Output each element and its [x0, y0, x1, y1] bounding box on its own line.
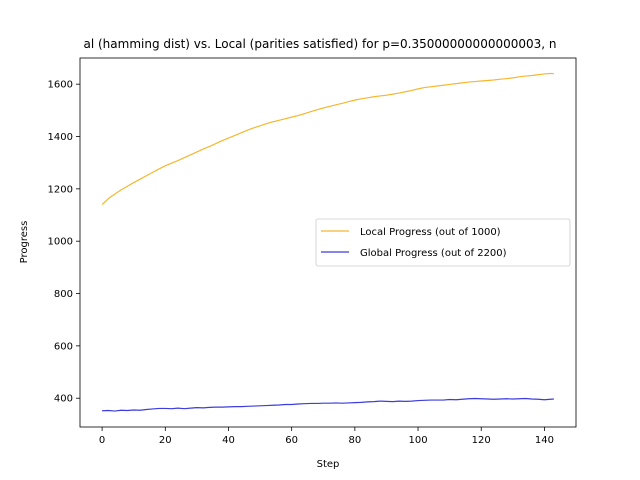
- x-tick-label: 140: [535, 435, 554, 446]
- y-tick-label: 600: [54, 341, 73, 352]
- x-tick-label: 120: [472, 435, 491, 446]
- x-tick-label: 20: [159, 435, 172, 446]
- y-tick-label: 1000: [48, 237, 73, 248]
- x-tick-label: 80: [348, 435, 361, 446]
- y-tick-label: 1200: [48, 184, 73, 195]
- series-line-global: [102, 397, 554, 412]
- y-axis-label: Progress: [19, 221, 30, 264]
- x-axis-label: Step: [317, 459, 340, 470]
- legend: Local Progress (out of 1000) Global Prog…: [315, 218, 571, 267]
- chart-title: al (hamming dist) vs. Local (parities sa…: [83, 37, 556, 51]
- x-tick-label: 100: [408, 435, 427, 446]
- legend-label-local: Local Progress (out of 1000): [360, 227, 501, 238]
- x-tick-label: 40: [222, 435, 235, 446]
- x-axis: 0 20 40 60 80 100 120 140: [99, 427, 554, 446]
- y-tick-label: 1400: [48, 132, 73, 143]
- x-tick-label: 0: [99, 435, 105, 446]
- y-axis: 400 600 800 1000 1200 1400 1600: [48, 80, 80, 405]
- y-tick-label: 800: [54, 289, 73, 300]
- plot-area-frame: [79, 57, 577, 428]
- y-tick-label: 400: [54, 394, 73, 405]
- series-line-local: [101, 72, 554, 205]
- x-tick-label: 60: [285, 435, 298, 446]
- legend-label-global: Global Progress (out of 2200): [360, 248, 507, 259]
- y-tick-label: 1600: [48, 80, 73, 91]
- legend-frame: [315, 218, 571, 267]
